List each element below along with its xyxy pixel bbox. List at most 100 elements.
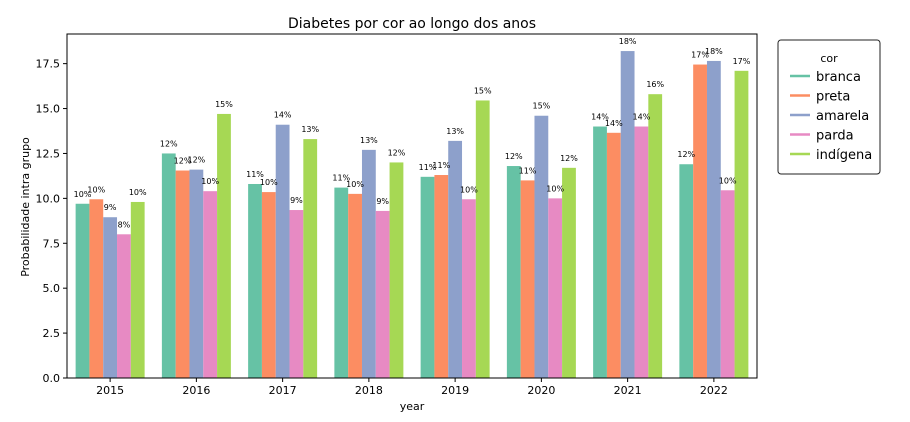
legend-label: parda <box>816 129 854 144</box>
data-label: 10% <box>87 185 105 194</box>
data-label: 12% <box>677 150 695 159</box>
bar-preta-2022 <box>693 64 707 379</box>
data-label: 15% <box>215 100 233 109</box>
data-label: 12% <box>174 157 192 166</box>
data-label: 10% <box>129 188 147 197</box>
legend-title: cor <box>820 52 838 65</box>
legend-label: amarela <box>816 109 869 124</box>
axis-ticks: 0.0 2.5 5.0 7.5 10.0 12.5 15.0 17.5 2015 2016 2017… <box>36 58 728 397</box>
bar-preta-2021 <box>606 132 621 378</box>
bar-amarela-2017 <box>275 124 290 378</box>
data-label: 18% <box>705 47 723 56</box>
data-label: 18% <box>619 37 637 46</box>
bar-amarela-2021 <box>620 51 635 378</box>
bar-indígena-2015 <box>130 201 145 378</box>
y-tick-label: 7.5 <box>43 237 61 250</box>
bar-parda-2021 <box>634 126 649 378</box>
data-label: 10% <box>260 178 278 187</box>
bar-indígena-2021 <box>648 94 663 378</box>
bar-branca-2021 <box>593 126 607 378</box>
bar-amarela-2020 <box>534 115 549 379</box>
y-tick-label: 5.0 <box>43 282 61 295</box>
bar-indígena-2019 <box>475 100 490 378</box>
data-label: 10% <box>719 176 737 185</box>
data-label: 9% <box>290 196 303 205</box>
x-tick-label: 2021 <box>614 384 642 397</box>
y-axis-label: Probabilidade intra grupo <box>19 137 32 277</box>
bar-parda-2019 <box>462 199 476 378</box>
data-label: 14% <box>591 113 609 122</box>
data-label: 15% <box>474 86 492 95</box>
data-label: 14% <box>605 119 623 128</box>
bar-parda-2015 <box>117 234 131 378</box>
data-label: 13% <box>360 136 378 145</box>
x-tick-label: 2020 <box>527 384 555 397</box>
data-label: 11% <box>419 163 437 172</box>
bar-branca-2016 <box>161 153 176 378</box>
data-label: 17% <box>733 57 751 66</box>
bar-branca-2018 <box>334 187 349 378</box>
bar-preta-2015 <box>89 199 104 378</box>
plot-frame <box>66 33 758 379</box>
x-tick-label: 2015 <box>96 384 124 397</box>
y-tick-label: 15.0 <box>36 103 61 116</box>
y-tick-label: 0.0 <box>43 372 61 385</box>
data-label: 12% <box>560 154 578 163</box>
y-tick-label: 10.0 <box>36 192 61 205</box>
x-tick-label: 2019 <box>441 384 469 397</box>
data-label: 11% <box>519 166 537 175</box>
data-label: 13% <box>446 127 464 136</box>
data-label: 11% <box>432 161 450 170</box>
data-label: 13% <box>301 125 319 134</box>
bar-preta-2017 <box>261 192 276 378</box>
bar-indígena-2018 <box>389 162 404 378</box>
data-label: 8% <box>118 220 131 229</box>
data-label: 15% <box>532 102 550 111</box>
bar-amarela-2015 <box>103 217 118 378</box>
data-label: 10% <box>201 177 219 186</box>
data-label: 12% <box>187 156 205 165</box>
bar-branca-2019 <box>420 176 435 378</box>
bar-amarela-2018 <box>361 149 376 378</box>
bar-indígena-2022 <box>734 70 749 378</box>
legend: cor branca preta amarela parda indígena <box>777 39 881 175</box>
bars <box>75 51 749 379</box>
data-label: 10% <box>460 185 478 194</box>
data-label: 16% <box>646 80 664 89</box>
bar-parda-2020 <box>548 198 563 378</box>
data-label: 12% <box>388 148 406 157</box>
bar-preta-2018 <box>348 193 362 378</box>
bar-amarela-2019 <box>448 140 463 378</box>
bar-indígena-2020 <box>562 167 576 378</box>
bar-amarela-2022 <box>706 60 721 379</box>
legend-label: preta <box>816 90 850 105</box>
bar-parda-2022 <box>720 190 735 378</box>
bar-branca-2015 <box>75 203 90 378</box>
data-label: 9% <box>376 197 389 206</box>
bar-indígena-2017 <box>303 139 318 378</box>
y-tick-label: 2.5 <box>43 327 61 340</box>
data-label: 10% <box>74 190 92 199</box>
legend-label: indígena <box>816 148 872 163</box>
bar-parda-2017 <box>289 210 304 378</box>
bar-branca-2022 <box>679 164 694 378</box>
data-label: 12% <box>505 152 523 161</box>
bar-preta-2020 <box>520 180 535 378</box>
data-label: 17% <box>691 51 709 60</box>
y-tick-label: 12.5 <box>36 147 61 160</box>
bar-branca-2020 <box>506 166 521 378</box>
bar-indígena-2016 <box>217 113 231 378</box>
legend-items: branca preta amarela parda indígena <box>790 70 872 163</box>
bar-amarela-2016 <box>189 169 204 378</box>
bar-preta-2016 <box>175 170 190 378</box>
data-label: 11% <box>332 174 350 183</box>
x-axis-label: year <box>400 400 425 413</box>
bar-preta-2019 <box>434 175 449 378</box>
data-label: 10% <box>546 184 564 193</box>
bar-parda-2016 <box>203 191 218 378</box>
data-label: 12% <box>160 139 178 148</box>
bar-branca-2017 <box>248 183 262 378</box>
y-tick-label: 17.5 <box>36 58 61 71</box>
x-tick-label: 2018 <box>355 384 383 397</box>
